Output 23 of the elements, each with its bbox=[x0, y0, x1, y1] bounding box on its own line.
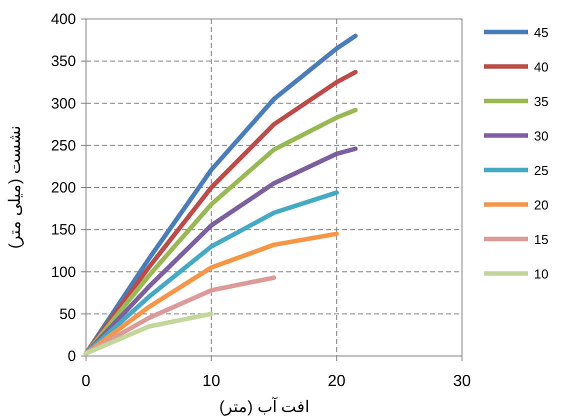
legend-label: 45 bbox=[534, 25, 548, 40]
y-tick-label: 300 bbox=[50, 95, 76, 112]
y-tick-label: 350 bbox=[50, 53, 76, 70]
x-tick-label: 20 bbox=[328, 373, 346, 390]
y-tick-label: 400 bbox=[50, 11, 76, 28]
x-tick-label: 0 bbox=[82, 373, 91, 390]
legend-label: 30 bbox=[534, 128, 548, 144]
y-tick-label: 250 bbox=[50, 137, 76, 154]
legend-label: 15 bbox=[534, 232, 548, 247]
x-tick-label: 10 bbox=[202, 373, 220, 390]
legend-label: 25 bbox=[534, 163, 548, 178]
y-axis-title: نشست (میلی متر) bbox=[7, 126, 24, 249]
y-tick-label: 150 bbox=[50, 222, 76, 239]
legend-label: 20 bbox=[534, 198, 548, 212]
legend-label: 35 bbox=[534, 94, 548, 109]
legend-label: 40 bbox=[534, 60, 548, 74]
y-tick-label: 0 bbox=[68, 348, 76, 365]
x-axis-title: افت آب (متر) bbox=[219, 396, 309, 416]
y-tick-label: 100 bbox=[50, 264, 76, 281]
x-tick-label: 30 bbox=[453, 373, 471, 390]
y-tick-label: 200 bbox=[50, 180, 76, 196]
legend-label: 10 bbox=[534, 266, 548, 282]
y-tick-label: 50 bbox=[59, 306, 76, 323]
